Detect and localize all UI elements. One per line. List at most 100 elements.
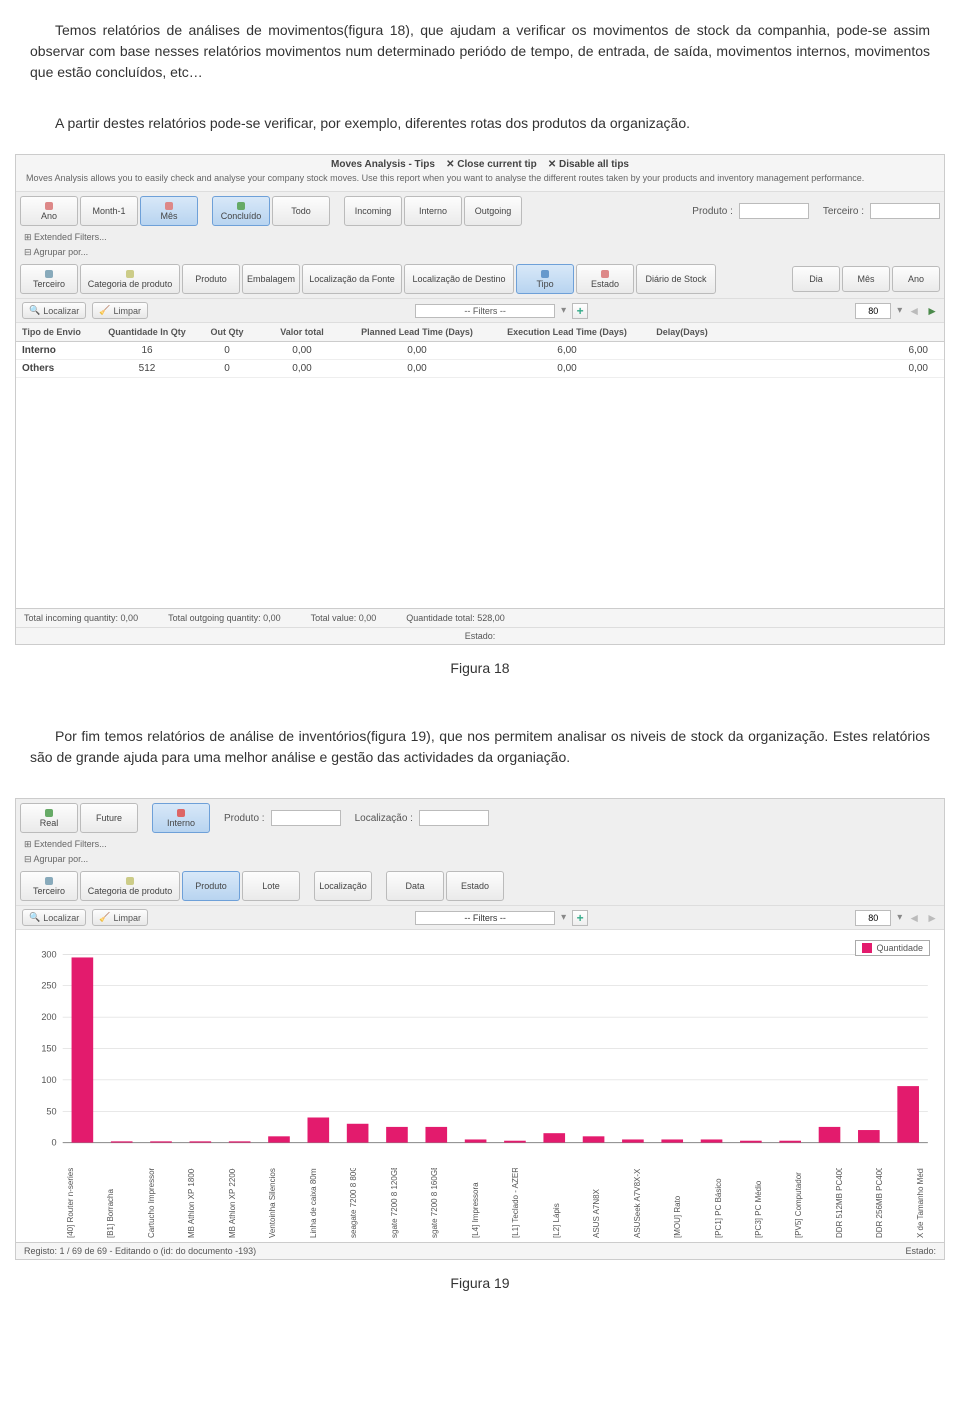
s2-grp-terceiro[interactable]: Terceiro <box>20 871 78 901</box>
grp-terceiro[interactable]: Terceiro <box>20 264 78 294</box>
page-dropdown-icon[interactable]: ▾ <box>897 912 902 923</box>
moves-analysis-screenshot: Moves Analysis - Tips ✕ Close current ti… <box>15 154 945 645</box>
filter-outgoing[interactable]: Outgoing <box>464 196 522 226</box>
filter-incoming[interactable]: Incoming <box>344 196 402 226</box>
empty-table-area <box>16 378 944 608</box>
filter-ano[interactable]: Ano <box>20 196 78 226</box>
tips-description: Moves Analysis allows you to easily chec… <box>22 173 938 187</box>
filter-concluido[interactable]: Concluído <box>212 196 270 226</box>
filter-row-1: Ano Month-1 Mês Concluído Todo Incoming … <box>16 192 944 230</box>
filter-todo[interactable]: Todo <box>272 196 330 226</box>
paragraph-2: A partir destes relatórios pode-se verif… <box>0 93 960 144</box>
grp-loc-fonte[interactable]: Localização da Fonte <box>302 264 402 294</box>
s2-localizar-button[interactable]: 🔍Localizar <box>22 909 86 926</box>
s2-produto-label: Produto : <box>224 813 265 824</box>
chart-svg: 050100150200250300 <box>22 936 938 1166</box>
grp-produto[interactable]: Produto <box>182 264 240 294</box>
s2-agrupar[interactable]: ⊟ Agrupar por... <box>16 852 944 867</box>
limpar-button[interactable]: 🧹Limpar <box>92 302 148 319</box>
svg-text:200: 200 <box>41 1012 56 1022</box>
legend-swatch <box>862 943 872 953</box>
grp-categoria[interactable]: Categoria de produto <box>80 264 180 294</box>
s2-grp-data[interactable]: Data <box>386 871 444 901</box>
s2-groupby-row: Terceiro Categoria de produto Produto Lo… <box>16 867 944 905</box>
s2-limpar-button[interactable]: 🧹Limpar <box>92 909 148 926</box>
inventory-analysis-screenshot: Real Future Interno Produto : Localizaçã… <box>15 798 945 1260</box>
s2-status-row: Registo: 1 / 69 de 69 - Editando o (id: … <box>16 1242 944 1259</box>
chart-legend: Quantidade <box>855 940 930 956</box>
s2-prev-page-icon[interactable]: ◄ <box>908 911 920 925</box>
s2-produto-input[interactable] <box>271 810 341 826</box>
s2-filter-row-1: Real Future Interno Produto : Localizaçã… <box>16 799 944 837</box>
prev-page-icon[interactable]: ◄ <box>908 304 920 318</box>
grp-ano[interactable]: Ano <box>892 266 940 292</box>
tips-bar: Moves Analysis - Tips ✕ Close current ti… <box>16 155 944 192</box>
next-page-icon[interactable]: ► <box>926 304 938 318</box>
filter-month-1[interactable]: Month-1 <box>80 196 138 226</box>
s2-page-input[interactable] <box>855 910 891 926</box>
disable-tips-link[interactable]: ✕ Disable all tips <box>548 159 629 170</box>
figure-19-caption: Figura 19 <box>0 1275 960 1291</box>
grp-diario[interactable]: Diário de Stock <box>636 264 716 294</box>
table-row[interactable]: Interno 16 0 0,00 0,00 6,00 6,00 <box>16 342 944 360</box>
grp-mes[interactable]: Mês <box>842 266 890 292</box>
paragraph-1: Temos relatórios de análises de moviment… <box>0 0 960 93</box>
s2-search-bar: 🔍Localizar 🧹Limpar -- Filters -- ▾ + ▾ ◄… <box>16 905 944 930</box>
clear-icon: 🧹 <box>99 305 110 316</box>
s2-loc-label: Localização : <box>355 813 413 824</box>
produto-input[interactable] <box>739 203 809 219</box>
filters-dropdown[interactable]: -- Filters -- <box>415 304 555 318</box>
localizar-button[interactable]: 🔍Localizar <box>22 302 86 319</box>
extended-filters-row[interactable]: ⊞ Extended Filters... <box>16 230 944 245</box>
s2-grp-categoria[interactable]: Categoria de produto <box>80 871 180 901</box>
svg-text:150: 150 <box>41 1044 56 1054</box>
s2-next-page-icon[interactable]: ► <box>926 911 938 925</box>
chart-x-labels: [40] Router n-series[B1] BorrachaCartuch… <box>22 1166 938 1240</box>
groupby-row: Terceiro Categoria de produto Produto Em… <box>16 260 944 298</box>
grp-loc-destino[interactable]: Localização de Destino <box>404 264 514 294</box>
s2-filters-dropdown[interactable]: -- Filters -- <box>415 911 555 925</box>
grp-estado[interactable]: Estado <box>576 264 634 294</box>
table-header: Tipo de Envio Quantidade In Qty Out Qty … <box>16 323 944 342</box>
totals-row: Total incoming quantity: 0,00 Total outg… <box>16 608 944 627</box>
s2-loc-input[interactable] <box>419 810 489 826</box>
chevron-down-icon[interactable]: ▾ <box>561 912 566 923</box>
clear-icon: 🧹 <box>99 912 110 923</box>
table-row[interactable]: Others 512 0 0,00 0,00 0,00 0,00 <box>16 360 944 378</box>
page-input[interactable] <box>855 303 891 319</box>
s2-extended[interactable]: ⊞ Extended Filters... <box>16 837 944 852</box>
search-icon: 🔍 <box>29 305 40 316</box>
paragraph-3: Por fim temos relatórios de análise de i… <box>0 706 960 778</box>
add-filter-button[interactable]: + <box>572 303 588 319</box>
svg-text:50: 50 <box>46 1106 56 1116</box>
grp-tipo[interactable]: Tipo <box>516 264 574 294</box>
s2-grp-estado[interactable]: Estado <box>446 871 504 901</box>
produto-label: Produto : <box>692 206 733 217</box>
terceiro-input[interactable] <box>870 203 940 219</box>
grp-dia[interactable]: Dia <box>792 266 840 292</box>
s2-grp-lote[interactable]: Lote <box>242 871 300 901</box>
svg-text:100: 100 <box>41 1075 56 1085</box>
estado-row: Estado: <box>16 627 944 644</box>
svg-text:250: 250 <box>41 981 56 991</box>
filter-interno[interactable]: Interno <box>404 196 462 226</box>
filter-mes[interactable]: Mês <box>140 196 198 226</box>
inventory-chart: Quantidade 050100150200250300 [40] Route… <box>16 930 944 1242</box>
search-icon: 🔍 <box>29 912 40 923</box>
s2-future[interactable]: Future <box>80 803 138 833</box>
close-tip-link[interactable]: ✕ Close current tip <box>446 159 537 170</box>
s2-grp-produto[interactable]: Produto <box>182 871 240 901</box>
s2-add-filter-button[interactable]: + <box>572 910 588 926</box>
page-dropdown-icon[interactable]: ▾ <box>897 305 902 316</box>
agrupar-row[interactable]: ⊟ Agrupar por... <box>16 245 944 260</box>
chevron-down-icon[interactable]: ▾ <box>561 305 566 316</box>
s2-grp-loc[interactable]: Localização <box>314 871 372 901</box>
terceiro-label: Terceiro : <box>823 206 864 217</box>
search-bar: 🔍Localizar 🧹Limpar -- Filters -- ▾ + ▾ ◄… <box>16 298 944 323</box>
svg-text:300: 300 <box>41 949 56 959</box>
s2-real[interactable]: Real <box>20 803 78 833</box>
figure-18-caption: Figura 18 <box>0 660 960 676</box>
tips-title: Moves Analysis - Tips <box>331 159 435 170</box>
s2-interno[interactable]: Interno <box>152 803 210 833</box>
grp-embalagem[interactable]: Embalagem <box>242 264 300 294</box>
